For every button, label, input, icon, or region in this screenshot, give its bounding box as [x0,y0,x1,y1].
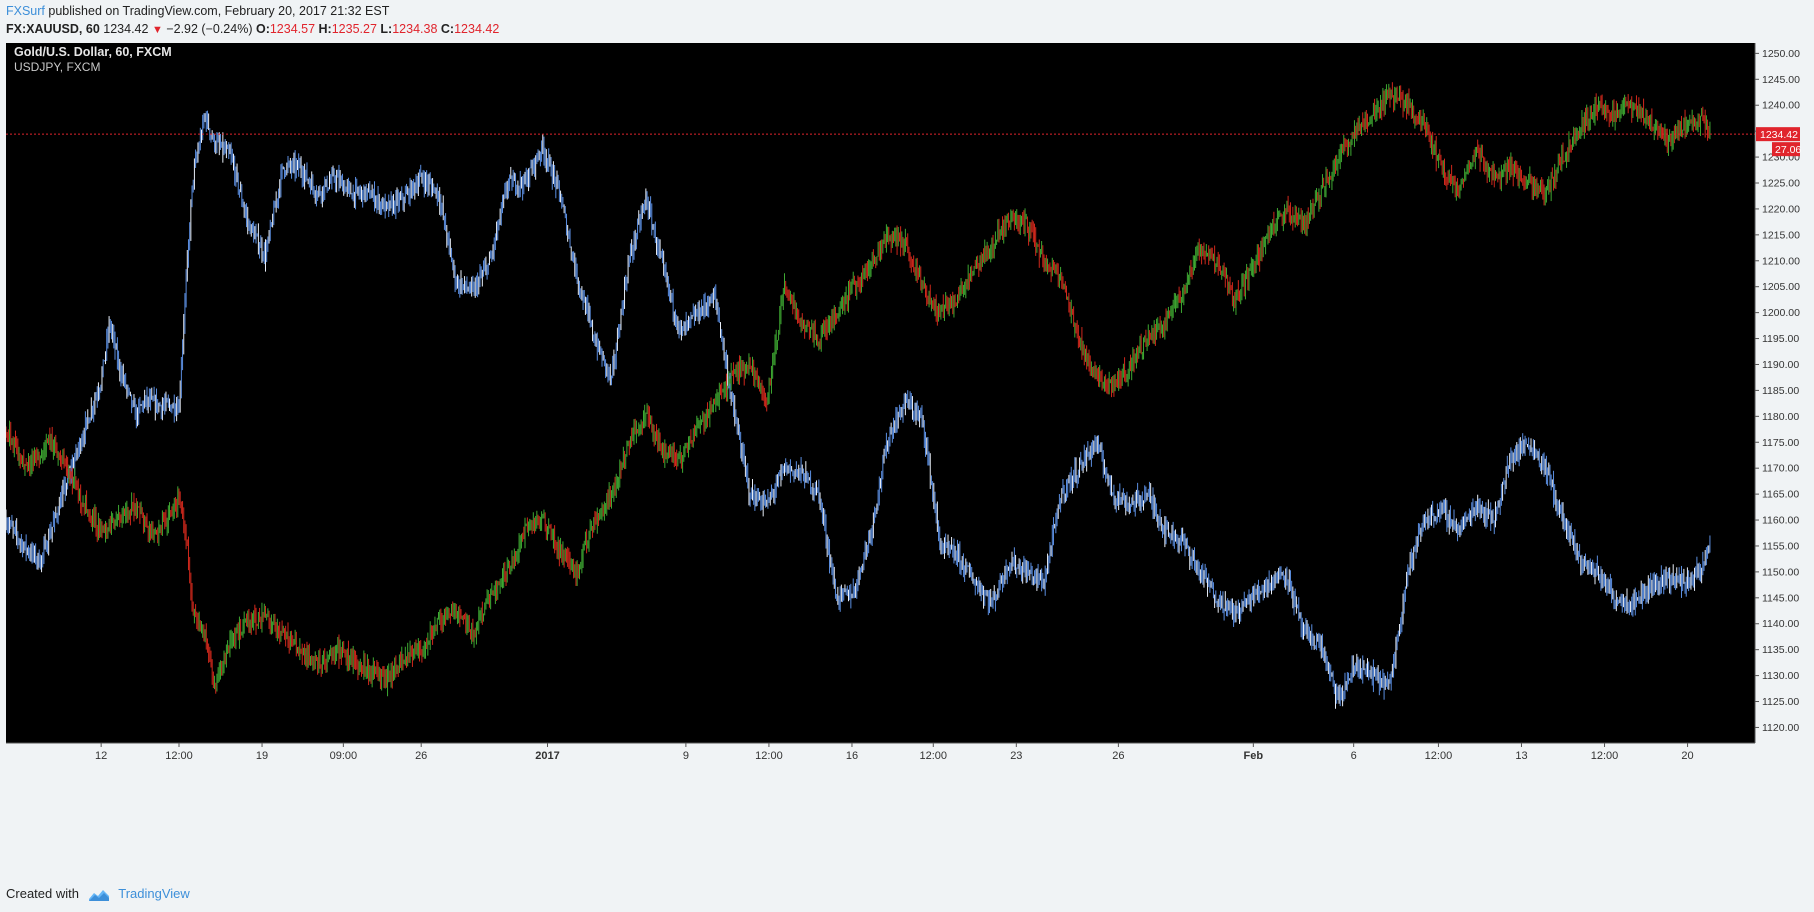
x-tick-label: 23 [1010,750,1022,762]
x-tick-label: Feb [1244,750,1264,762]
publish-info: FXSurf published on TradingView.com, Feb… [6,4,389,18]
x-tick-label: 6 [1351,750,1357,762]
x-tick-label: 12 [95,750,107,762]
x-tick-label: 09:00 [330,750,358,762]
author-link[interactable]: FXSurf [6,4,45,18]
high-value: 1235.27 [331,22,377,36]
y-tick-label: 1165.00 [1762,489,1799,501]
last-price-badge-label: 1234.42 [1760,129,1798,141]
y-tick-label: 1130.00 [1762,670,1799,682]
open-value: 1234.57 [269,22,316,36]
y-tick-label: 1250.00 [1762,48,1800,60]
low-label: L: [380,22,393,36]
close-label: C: [440,22,455,36]
x-tick-label: 12:00 [1425,750,1453,762]
x-tick-label: 12:00 [755,750,783,762]
y-tick-label: 1195.00 [1762,333,1799,345]
y-tick-label: 1155.00 [1762,540,1799,552]
y-tick-label: 1215.00 [1762,229,1800,241]
x-tick-label: 26 [1112,750,1124,762]
x-tick-label: 13 [1515,750,1527,762]
y-tick-label: 1125.00 [1762,696,1799,708]
x-tick-label: 26 [415,750,427,762]
high-label: H: [318,22,332,36]
compare-badge [1772,142,1800,157]
x-tick-label: 12:00 [1591,750,1619,762]
close-value: 1234.42 [454,22,500,36]
last-price: 1234.42 [103,22,149,36]
x-tick-label: 16 [846,750,858,762]
x-tick-label: 12:00 [165,750,193,762]
publish-text: published on TradingView.com, February 2… [48,4,390,18]
down-arrow-icon: ▼ [151,24,163,36]
last-price-badge [1756,127,1800,142]
y-tick-label: 1210.00 [1762,255,1800,267]
y-tick-label: 1190.00 [1762,359,1799,371]
compare-badge-label: 27.06 [1775,144,1801,156]
open-label: O: [255,22,270,36]
chart-subtitle: USDJPY, FXCM [14,60,100,74]
price-chart[interactable]: 1250.001245.001240.001235.001230.001225.… [6,43,1814,875]
y-tick-label: 1175.00 [1762,437,1799,449]
tradingview-link[interactable]: TradingView [118,886,190,901]
y-tick-label: 1160.00 [1762,515,1799,527]
tradingview-logo-icon [88,889,109,901]
y-tick-label: 1205.00 [1762,281,1800,293]
y-tick-label: 1180.00 [1762,411,1799,423]
footer: Created with TradingView [6,886,190,901]
x-tick-label: 19 [256,750,268,762]
symbol-label: FX:XAUUSD, 60 [6,22,100,36]
chart-title: Gold/U.S. Dollar, 60, FXCM [14,45,172,59]
x-tick-label: 20 [1681,750,1693,762]
y-tick-label: 1200.00 [1762,307,1800,319]
price-change: −2.92 (−0.24%) [166,22,253,36]
y-tick-label: 1145.00 [1762,592,1799,604]
y-tick-label: 1140.00 [1762,618,1799,630]
time-axis [6,743,1814,875]
x-tick-label: 2017 [535,750,559,762]
x-tick-label: 9 [683,750,689,762]
low-value: 1234.38 [392,22,438,36]
y-tick-label: 1170.00 [1762,463,1799,475]
symbol-info: FX:XAUUSD, 60 1234.42 ▼ −2.92 (−0.24%) O… [6,22,499,36]
price-axis [1755,43,1814,875]
y-tick-label: 1225.00 [1762,178,1800,190]
created-with-text: Created with [6,886,79,901]
x-tick-label: 12:00 [920,750,948,762]
y-tick-label: 1220.00 [1762,203,1800,215]
y-tick-label: 1120.00 [1762,722,1799,734]
y-tick-label: 1135.00 [1762,644,1799,656]
y-tick-label: 1185.00 [1762,385,1799,397]
y-tick-label: 1240.00 [1762,100,1800,112]
y-tick-label: 1150.00 [1762,566,1799,578]
y-tick-label: 1245.00 [1762,74,1800,86]
